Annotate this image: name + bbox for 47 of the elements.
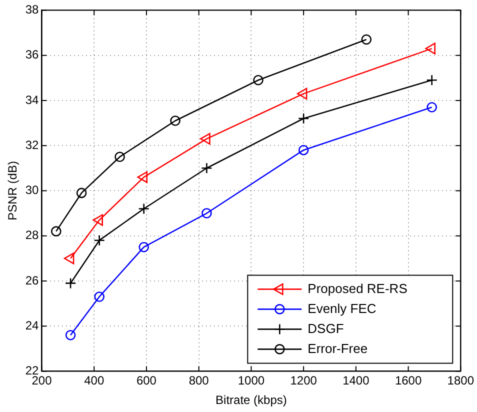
point — [253, 74, 264, 86]
point — [94, 234, 105, 246]
point — [138, 242, 150, 252]
point — [361, 34, 372, 45]
y-tick-label: 30 — [25, 183, 40, 198]
point — [200, 132, 210, 145]
point — [51, 226, 62, 236]
y-tick-label: 38 — [25, 2, 40, 17]
x-tick-label: 400 — [84, 374, 104, 388]
point — [426, 74, 438, 86]
point — [425, 42, 436, 54]
point — [137, 171, 148, 184]
point — [65, 330, 76, 340]
y-tick-label: 26 — [25, 273, 40, 288]
point — [170, 116, 180, 126]
x-tick-label: 800 — [188, 374, 210, 388]
point — [426, 102, 438, 112]
point — [76, 188, 87, 198]
point — [298, 112, 310, 124]
x-axis-title: Bitrate (kbps) — [216, 393, 287, 408]
y-tick-label: 36 — [25, 48, 40, 62]
point — [64, 278, 76, 289]
y-tick-label: 24 — [25, 318, 40, 332]
y-tick-label: 28 — [25, 228, 40, 242]
point — [94, 292, 104, 302]
x-tick-label: 600 — [136, 374, 157, 388]
y-tick-label: 32 — [25, 138, 40, 152]
x-tick-label: 1800 — [447, 374, 474, 388]
x-tick-label: 200 — [32, 374, 52, 388]
point — [298, 144, 309, 156]
legend-label: Evenly FEC — [308, 300, 376, 316]
y-axis-title: PSNR (dB) — [6, 161, 20, 220]
point — [138, 203, 150, 214]
point — [296, 88, 308, 100]
legend-label: Error-Free — [308, 340, 368, 356]
legend-label: Proposed RE-RS — [308, 280, 408, 296]
x-tick-label: 1000 — [238, 374, 265, 388]
x-tick-label: 1200 — [290, 374, 318, 388]
point — [114, 152, 125, 162]
x-tick-label: 1400 — [342, 374, 370, 388]
point — [92, 214, 103, 226]
x-tick-label: 1600 — [394, 374, 422, 388]
point — [201, 162, 212, 174]
y-tick-label: 34 — [25, 92, 40, 107]
point — [64, 252, 74, 264]
point — [202, 208, 212, 218]
legend-label: DSGF — [308, 320, 344, 336]
